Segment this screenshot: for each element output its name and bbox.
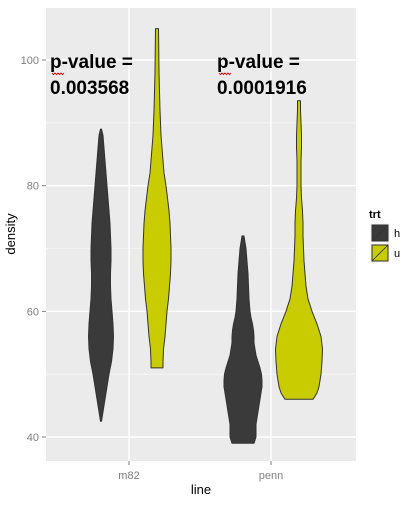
grid-lines [46,8,356,461]
y-axis-ticks: 40 60 80 100 [21,55,46,444]
violin-h-penn [223,235,263,444]
x-axis-ticks: m82 penn [118,461,283,482]
y-axis-title: density [3,213,18,255]
violin-u-m82 [142,28,172,369]
legend: trt hu [369,209,400,264]
violins [88,28,323,444]
y-tick-label: 100 [21,55,39,67]
p-value-label-penn: p-value = [217,52,300,73]
y-tick-label: 40 [27,432,39,444]
p-value-number-penn: 0.0001916 [217,78,307,99]
y-tick-label: 80 [27,181,39,193]
legend-title: trt [369,209,381,221]
legend-key-slash [371,224,389,242]
p-value-label-m82: p-value = [50,52,133,73]
spellcheck-underline [218,72,232,76]
legend-label-u: u [394,248,400,260]
y-tick-label: 60 [27,306,39,318]
violin-h-m82 [88,128,114,422]
spellcheck-underline [51,72,65,76]
p-value-number-m82: 0.003568 [50,78,129,99]
violin-u-penn [275,100,323,400]
x-tick-label: penn [259,470,283,482]
legend-key-slash [371,244,389,262]
annotations: p-value = 0.003568 p-value = 0.0001916 [50,52,307,99]
x-tick-label: m82 [118,470,139,482]
legend-label-h: h [394,228,400,240]
x-axis-title: line [191,482,211,497]
